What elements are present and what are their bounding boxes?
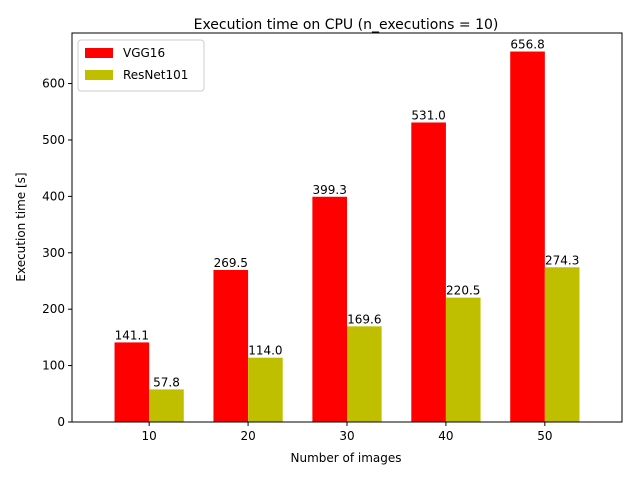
bar-label-resnet101-20: 114.0: [248, 344, 282, 358]
x-tick-label-50: 50: [537, 429, 552, 443]
bar-label-vgg16-20: 269.5: [214, 256, 248, 270]
x-axis-label: Number of images: [290, 451, 401, 465]
bar-resnet101-10: [149, 389, 184, 422]
bar-label-resnet101-10: 57.8: [153, 375, 180, 389]
legend: VGG16 ResNet101: [77, 39, 205, 92]
x-axis: 10 20 30 40 50: [142, 422, 552, 443]
bar-label-resnet101-40: 220.5: [446, 284, 480, 298]
bar-label-vgg16-10: 141.1: [115, 328, 149, 342]
bar-label-vgg16-40: 531.0: [411, 108, 445, 122]
chart-title: Execution time on CPU (n_executions = 10…: [194, 17, 499, 33]
legend-swatch-resnet101: [85, 70, 113, 80]
bar-resnet101-50: [544, 267, 580, 422]
bar-vgg16-40: [411, 122, 446, 422]
x-tick-label-30: 30: [339, 429, 354, 443]
bar-label-vgg16-50: 656.8: [510, 38, 544, 52]
bars-layer: [114, 51, 580, 423]
bar-resnet101-30: [347, 326, 382, 422]
y-tick-label-400: 400: [42, 189, 65, 203]
y-axis-label: Execution time [s]: [14, 172, 28, 281]
y-axis: 0 100 200 300 400 500 600: [42, 77, 72, 429]
x-tick-label-10: 10: [142, 429, 157, 443]
y-tick-label-300: 300: [42, 246, 65, 260]
legend-swatch-vgg16: [85, 48, 113, 58]
y-tick-label-100: 100: [42, 359, 65, 373]
bar-resnet101-20: [248, 357, 283, 422]
bar-vgg16-20: [213, 269, 249, 422]
y-tick-label-500: 500: [42, 133, 65, 147]
bar-label-resnet101-30: 169.6: [347, 312, 381, 326]
x-tick-label-40: 40: [438, 429, 453, 443]
x-tick-label-20: 20: [240, 429, 255, 443]
bar-label-resnet101-50: 274.3: [545, 253, 579, 267]
bar-label-vgg16-30: 399.3: [313, 183, 347, 197]
y-tick-label-0: 0: [57, 415, 65, 429]
y-tick-label-200: 200: [42, 302, 65, 316]
bar-labels-layer: 141.1 269.5 399.3 531.0 656.8 57.8 114.0 169.6 2…: [115, 38, 580, 390]
y-tick-label-600: 600: [42, 77, 65, 91]
bar-vgg16-10: [114, 342, 150, 422]
bar-resnet101-40: [445, 297, 481, 422]
legend-label-vgg16: VGG16: [123, 46, 165, 60]
legend-label-resnet101: ResNet101: [123, 68, 188, 82]
bar-vgg16-50: [510, 51, 545, 423]
bar-vgg16-30: [312, 196, 347, 422]
